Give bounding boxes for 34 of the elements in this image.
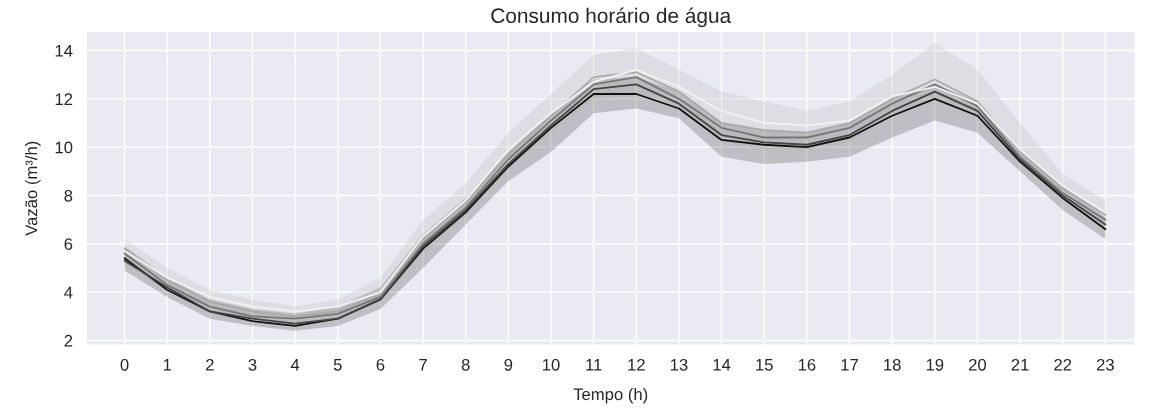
y-tick-label: 14 — [55, 45, 73, 57]
x-tick-label: 10 — [542, 358, 560, 371]
x-tick-label: 17 — [841, 359, 858, 371]
x-tick-label: 19 — [926, 358, 944, 371]
y-axis-title: Vazão (m³/h) — [25, 141, 41, 236]
y-tick-label: 2 — [64, 334, 73, 347]
x-tick-label: 22 — [1054, 358, 1072, 371]
x-tick-label: 14 — [713, 359, 731, 371]
x-tick-label: 5 — [333, 359, 342, 371]
x-tick-label: 7 — [419, 359, 427, 371]
x-axis-title: Tempo (h) — [573, 387, 648, 404]
x-tick-label: 9 — [504, 358, 513, 371]
x-tick-label: 20 — [969, 358, 987, 371]
x-tick-label: 13 — [670, 358, 688, 371]
x-tick-label: 2 — [206, 358, 214, 371]
chart-title: Consumo horário de água — [491, 7, 732, 28]
x-tick-label: 4 — [290, 359, 300, 371]
x-tick-label: 15 — [756, 359, 773, 371]
x-tick-label: 11 — [586, 359, 602, 371]
x-tick-label: 0 — [120, 358, 129, 371]
x-tick-label: 6 — [376, 358, 385, 371]
y-tick-label: 12 — [55, 93, 73, 105]
x-tick-label: 3 — [248, 358, 257, 371]
x-tick-label: 12 — [628, 358, 645, 371]
x-tick-label: 18 — [884, 358, 901, 371]
x-tick-label: 8 — [461, 358, 470, 371]
y-tick-label: 10 — [55, 141, 73, 154]
y-tick-label: 6 — [64, 238, 73, 251]
x-tick-label: 21 — [1011, 358, 1029, 371]
y-tick-label: 4 — [64, 286, 73, 299]
x-tick-label: 23 — [1096, 358, 1114, 371]
x-tick-label: 16 — [798, 358, 816, 371]
y-tick-label: 8 — [64, 189, 73, 202]
x-tick-label: 1 — [163, 359, 172, 371]
